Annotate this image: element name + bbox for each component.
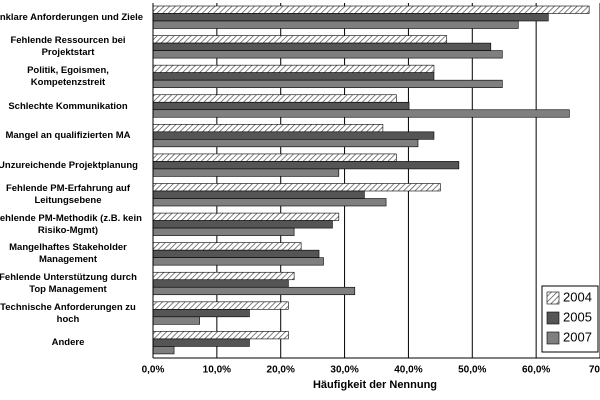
x-tick-label: 30,0% [330, 365, 358, 376]
legend-swatch [546, 311, 560, 325]
bar [152, 94, 397, 103]
y-tick-label: Fehlende PM-Methodik (z.B. kein Risiko-M… [0, 212, 142, 236]
bar [152, 20, 519, 29]
legend-label: 2004 [563, 289, 592, 304]
bar [152, 42, 492, 51]
x-axis-label: Häufigkeit der Nennung [313, 379, 437, 391]
x-tick-label: 40,0% [394, 365, 422, 376]
y-tick-label: Mangel an qualifizierten MA [5, 130, 131, 142]
bar [152, 346, 175, 355]
y-tick-label: Andere [51, 337, 85, 349]
bar [152, 257, 324, 266]
bar [152, 249, 320, 258]
y-tick-label: Fehlende Unterstützung durch Top Managem… [0, 272, 137, 296]
x-tick-label: 50,0% [458, 365, 486, 376]
bar [152, 190, 365, 199]
y-tick-label: Unzureichende Projektplanung [0, 159, 138, 171]
legend-label: 2007 [563, 329, 592, 344]
bar [152, 72, 435, 81]
bar [152, 50, 503, 59]
bar [152, 79, 503, 88]
bar [152, 338, 250, 347]
bar [152, 101, 410, 111]
bar [152, 227, 295, 236]
x-tick-label: 70 [589, 365, 600, 376]
y-tick-label: Unklare Anforderungen und Ziele [0, 11, 144, 23]
bar [152, 279, 289, 288]
bar [152, 198, 387, 207]
bar [152, 139, 419, 148]
bar [152, 301, 289, 310]
y-tick-label: Technische Anforderungen zu hoch [0, 301, 136, 325]
bar [152, 183, 441, 192]
bar [152, 124, 384, 133]
legend-swatch [546, 291, 560, 305]
x-tick-label: 60,0% [522, 365, 550, 376]
bar [152, 131, 435, 140]
bar [152, 5, 590, 14]
x-tick-label: 20,0% [267, 365, 295, 376]
y-tick-label: Mangelhaftes Stakeholder Management [9, 242, 127, 266]
legend-swatch [546, 331, 560, 345]
x-tick-label: 10,0% [203, 365, 231, 376]
bar [152, 35, 448, 44]
bar [152, 153, 397, 162]
bar [152, 309, 250, 318]
bar [152, 286, 356, 296]
bar [152, 109, 570, 118]
x-tick-label: 0,0% [142, 365, 165, 376]
bar [152, 331, 289, 340]
bar [152, 220, 333, 229]
y-tick-label: Politik, Egoismen, Kompetenzstreit [27, 64, 109, 88]
bar [152, 242, 302, 251]
y-tick-label: Schlechte Kommunikation [8, 100, 128, 112]
bar [152, 168, 340, 177]
bar [152, 13, 549, 22]
bar [152, 316, 200, 325]
bar [152, 212, 340, 221]
y-tick-label: Fehlende PM-Erfahrung auf Leitungsebene [5, 183, 131, 207]
legend-label: 2005 [563, 309, 592, 324]
bar [152, 64, 435, 73]
y-tick-label: Fehlende Ressourcen bei Projektstart [10, 35, 126, 59]
bar [152, 271, 295, 281]
bar [152, 161, 460, 170]
